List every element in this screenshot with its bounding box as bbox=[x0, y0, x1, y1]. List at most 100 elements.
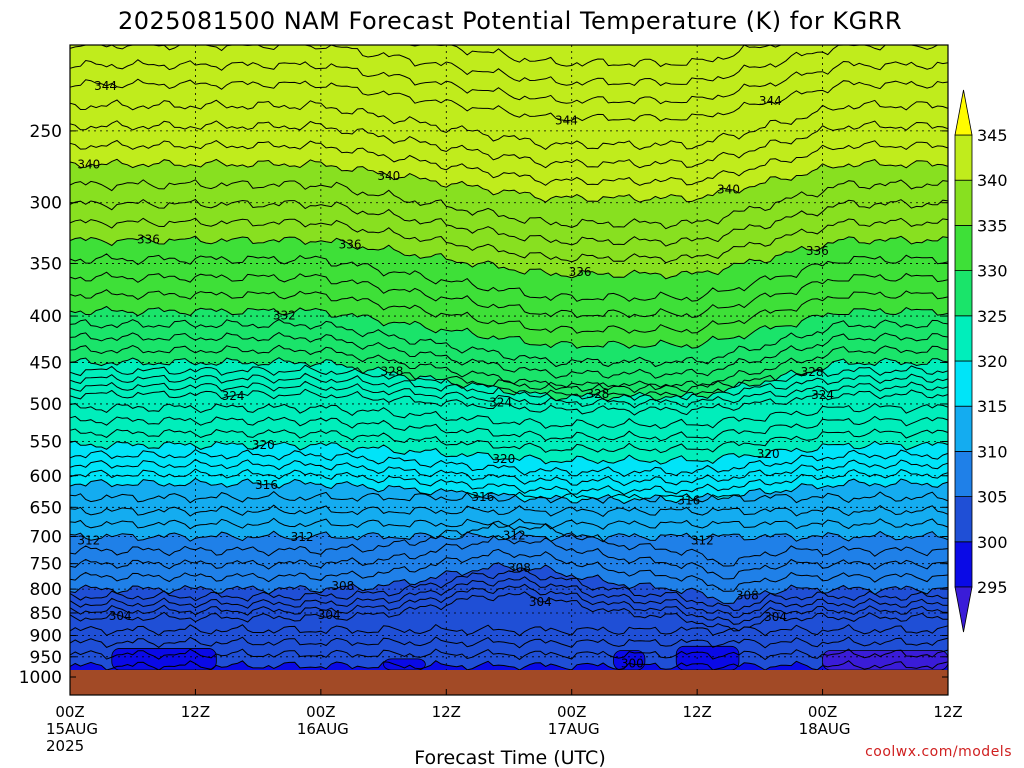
contour-300 bbox=[69, 660, 949, 671]
x-tick-label: 17AUG bbox=[548, 720, 600, 738]
colorbar-segment bbox=[954, 179, 973, 226]
contour-339 bbox=[69, 179, 949, 230]
contour-314 bbox=[69, 504, 949, 518]
x-tick-label: 12Z bbox=[682, 703, 711, 721]
colorbar-tick-label: 305 bbox=[977, 488, 1008, 507]
contour-label: 320 bbox=[757, 447, 780, 461]
contour-label: 316 bbox=[255, 478, 278, 492]
y-tick-label: 750 bbox=[30, 555, 62, 575]
contour-327 bbox=[69, 364, 949, 394]
contour-labels: 344 344 344 340 340 340 336 336 336 336 332 328 328 3… bbox=[77, 79, 834, 671]
contour-322 bbox=[69, 415, 949, 442]
contour-label: 308 bbox=[508, 561, 531, 575]
contour-340 bbox=[69, 158, 949, 203]
cold-pocket bbox=[675, 645, 740, 671]
contour-label: 344 bbox=[555, 114, 578, 128]
contour-335 bbox=[69, 253, 949, 302]
contour-321 bbox=[69, 428, 949, 454]
colorbar-segment bbox=[954, 270, 973, 317]
contour-label: 304 bbox=[764, 610, 787, 624]
contour-313 bbox=[69, 517, 949, 530]
contour-336 bbox=[69, 235, 949, 280]
ground-strip bbox=[70, 670, 948, 695]
contour-312 bbox=[69, 530, 949, 543]
colorbar-tick-label: 330 bbox=[977, 262, 1008, 281]
x-tick-label: 12Z bbox=[181, 703, 210, 721]
credit-text: coolwx.com/models bbox=[865, 744, 1012, 760]
x-tick-label: 2025 bbox=[46, 737, 84, 755]
contour-label: 316 bbox=[471, 490, 494, 504]
colorbar-tick-label: 300 bbox=[977, 533, 1008, 552]
colorbar-tick-label: 340 bbox=[977, 171, 1008, 190]
x-tick-label: 18AUG bbox=[799, 720, 851, 738]
contour-309 bbox=[69, 548, 949, 592]
contour-label: 312 bbox=[291, 530, 314, 544]
contour-label: 308 bbox=[736, 589, 759, 603]
below-ground bbox=[70, 670, 948, 695]
theta-band-344 bbox=[70, 45, 948, 121]
contour-320 bbox=[69, 440, 949, 465]
y-tick-label: 250 bbox=[30, 122, 62, 142]
contour-label: 328 bbox=[801, 365, 824, 379]
contour-label: 324 bbox=[811, 388, 834, 402]
contour-label: 336 bbox=[137, 232, 160, 246]
contour-304 bbox=[69, 591, 949, 632]
contour-label: 328 bbox=[586, 387, 609, 401]
contour-316 bbox=[69, 477, 949, 505]
contour-329 bbox=[69, 344, 949, 391]
contour-318 bbox=[69, 458, 949, 487]
x-tick-label: 00Z bbox=[808, 703, 837, 721]
contour-346 bbox=[69, 44, 948, 87]
colorbar-segment bbox=[954, 496, 973, 543]
colorbar-segment bbox=[954, 450, 973, 497]
contour-337 bbox=[69, 217, 949, 264]
contour-338 bbox=[69, 198, 949, 247]
contour-334 bbox=[69, 271, 949, 319]
x-tick-label: 12Z bbox=[933, 703, 962, 721]
contour-label: 312 bbox=[77, 533, 100, 547]
contour-341 bbox=[69, 139, 949, 186]
y-tick-label: 850 bbox=[30, 604, 62, 624]
contour-317 bbox=[69, 468, 949, 496]
y-tick-label: 350 bbox=[30, 254, 62, 274]
contour-label: 304 bbox=[318, 608, 341, 622]
contour-label: 332 bbox=[273, 308, 296, 322]
y-tick-label: 500 bbox=[30, 395, 62, 415]
y-tick-label: 450 bbox=[30, 353, 62, 373]
y-tick-label: 550 bbox=[30, 432, 62, 452]
contour-308 bbox=[69, 562, 949, 604]
plot-frame bbox=[69, 44, 949, 696]
contour-331 bbox=[69, 318, 949, 368]
x-axis-label: Forecast Time (UTC) bbox=[414, 747, 605, 768]
contour-319 bbox=[69, 448, 949, 477]
contour-325 bbox=[69, 380, 949, 409]
contour-label: 312 bbox=[503, 528, 526, 542]
colorbar-segment bbox=[954, 224, 973, 271]
contour-label: 304 bbox=[109, 609, 132, 623]
colorbar-tick-label: 310 bbox=[977, 442, 1008, 461]
contour-344 bbox=[69, 78, 949, 122]
contour-315 bbox=[69, 490, 949, 504]
y-tick-label: 1000 bbox=[19, 668, 62, 688]
y-tick-label: 400 bbox=[30, 307, 62, 327]
contour-label: 336 bbox=[339, 237, 362, 251]
x-tick-label: 00Z bbox=[306, 703, 335, 721]
contour-label: 328 bbox=[380, 365, 403, 379]
contour-label: 320 bbox=[492, 452, 515, 466]
contour-328 bbox=[69, 357, 949, 402]
contour-label: 312 bbox=[691, 533, 714, 547]
contour-lines bbox=[69, 44, 949, 671]
colorbar: 295 300 305 310 315 320 325 330 335 340 345 bbox=[954, 89, 1008, 633]
y-tick-label: 600 bbox=[30, 467, 62, 487]
contour-326 bbox=[69, 372, 949, 401]
contour-301 bbox=[69, 648, 949, 661]
colorbar-tick-label: 325 bbox=[977, 307, 1008, 326]
contour-label: 308 bbox=[331, 579, 354, 593]
contour-label: 340 bbox=[717, 182, 740, 196]
x-tick-label: 16AUG bbox=[297, 720, 349, 738]
contour-label: 340 bbox=[77, 158, 100, 172]
y-tick-label: 300 bbox=[30, 194, 62, 214]
contour-302 bbox=[69, 636, 949, 649]
